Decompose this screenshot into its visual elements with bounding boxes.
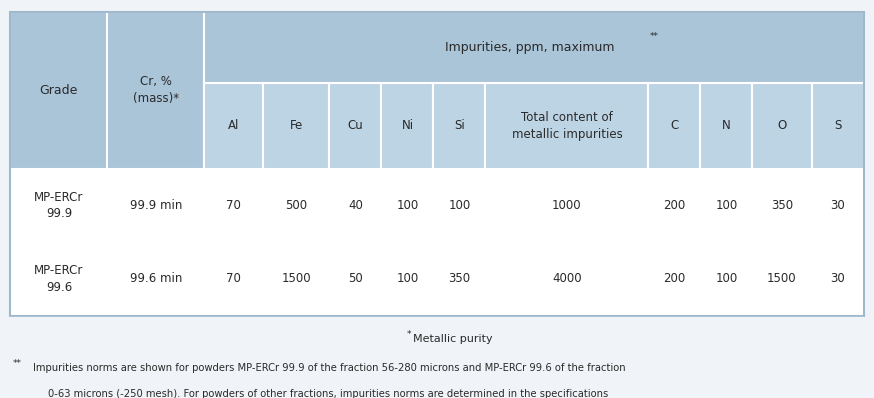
Text: 100: 100	[448, 199, 470, 212]
Bar	[10, 316, 864, 388]
Text: Metallic purity: Metallic purity	[413, 334, 492, 344]
Bar	[434, 83, 485, 169]
Bar	[263, 242, 329, 316]
Bar	[205, 12, 864, 83]
Bar	[329, 83, 381, 169]
Text: 99.6 min: 99.6 min	[129, 273, 182, 285]
Text: MP-ERCr
99.9: MP-ERCr 99.9	[34, 191, 84, 220]
Bar	[753, 169, 812, 242]
Bar	[205, 169, 263, 242]
Text: 1500: 1500	[281, 273, 311, 285]
Text: Si: Si	[454, 119, 465, 133]
Bar	[434, 242, 485, 316]
Bar	[649, 169, 700, 242]
Text: 350: 350	[771, 199, 793, 212]
Bar	[700, 242, 753, 316]
Text: Cr, %
(mass)*: Cr, % (mass)*	[133, 75, 179, 105]
Bar	[108, 169, 205, 242]
Bar	[485, 83, 649, 169]
Bar	[649, 83, 700, 169]
Text: Total content of
metallic impurities: Total content of metallic impurities	[511, 111, 622, 140]
Text: MP-ERCr
99.6: MP-ERCr 99.6	[34, 264, 84, 294]
Bar	[10, 242, 108, 316]
Text: 30: 30	[830, 199, 845, 212]
Text: 200: 200	[663, 273, 685, 285]
Bar	[205, 242, 263, 316]
Bar	[485, 169, 649, 242]
Bar	[812, 83, 864, 169]
Text: 200: 200	[663, 199, 685, 212]
Text: N: N	[722, 119, 731, 133]
Bar	[329, 169, 381, 242]
Bar	[263, 169, 329, 242]
Text: Grade: Grade	[39, 84, 78, 97]
Text: 100: 100	[396, 273, 419, 285]
Text: 30: 30	[830, 273, 845, 285]
Bar	[108, 242, 205, 316]
Bar	[381, 169, 434, 242]
Bar	[812, 169, 864, 242]
Text: Ni: Ni	[401, 119, 413, 133]
Text: 4000: 4000	[552, 273, 582, 285]
Text: Cu: Cu	[348, 119, 364, 133]
Bar	[329, 242, 381, 316]
Bar	[753, 242, 812, 316]
Text: 100: 100	[396, 199, 419, 212]
Text: 500: 500	[285, 199, 308, 212]
Bar	[10, 169, 108, 242]
Bar	[812, 242, 864, 316]
Bar	[649, 242, 700, 316]
Text: O: O	[777, 119, 787, 133]
Bar	[108, 12, 205, 169]
Text: Al: Al	[228, 119, 239, 133]
Text: Impurities norms are shown for powders MP-ERCr 99.9 of the fraction 56-280 micro: Impurities norms are shown for powders M…	[33, 363, 626, 373]
Bar	[381, 83, 434, 169]
Text: 50: 50	[348, 273, 363, 285]
Text: 1500: 1500	[767, 273, 797, 285]
Bar	[434, 169, 485, 242]
Text: 70: 70	[226, 273, 241, 285]
Text: 0-63 microns (-250 mesh). For powders of other fractions, impurities norms are d: 0-63 microns (-250 mesh). For powders of…	[48, 390, 608, 398]
Bar	[10, 12, 864, 316]
Text: Impurities, ppm, maximum: Impurities, ppm, maximum	[445, 41, 614, 54]
Text: 70: 70	[226, 199, 241, 212]
Text: 99.9 min: 99.9 min	[129, 199, 182, 212]
Bar	[205, 83, 263, 169]
Bar	[700, 83, 753, 169]
Text: 40: 40	[348, 199, 363, 212]
Bar	[10, 12, 108, 169]
Bar	[263, 83, 329, 169]
Bar	[753, 83, 812, 169]
Text: **: **	[13, 359, 22, 368]
Bar	[700, 169, 753, 242]
Text: 100: 100	[715, 273, 738, 285]
Text: C: C	[670, 119, 678, 133]
Bar	[381, 242, 434, 316]
Text: 1000: 1000	[552, 199, 582, 212]
Text: *: *	[406, 330, 411, 339]
Bar	[485, 242, 649, 316]
Text: Fe: Fe	[290, 119, 303, 133]
Text: 350: 350	[448, 273, 470, 285]
Text: S: S	[834, 119, 841, 133]
Text: 100: 100	[715, 199, 738, 212]
Text: **: **	[650, 32, 659, 41]
